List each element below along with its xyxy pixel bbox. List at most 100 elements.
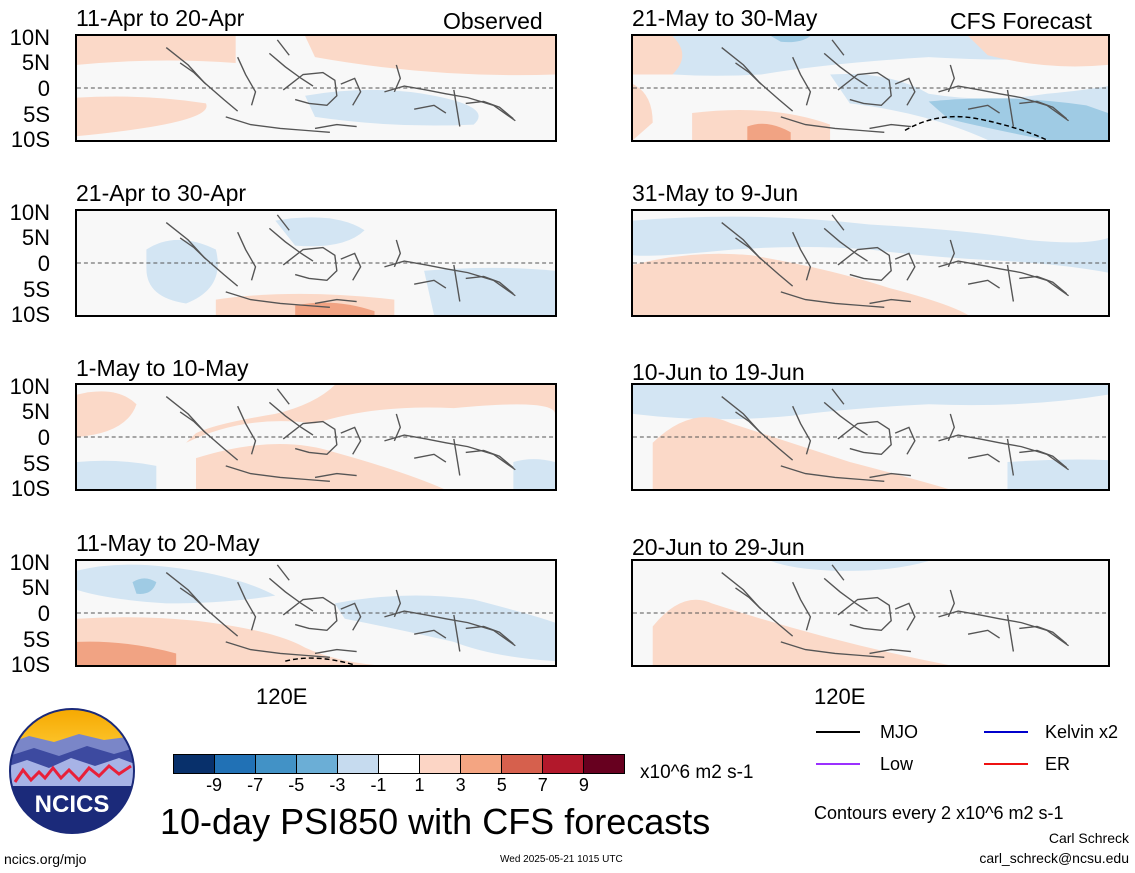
coastline bbox=[735, 237, 762, 260]
coastline bbox=[831, 39, 845, 56]
coastline bbox=[831, 388, 845, 405]
map-panel-right-3 bbox=[631, 383, 1110, 491]
y-tick-10s: 10S bbox=[10, 652, 50, 677]
coastline bbox=[967, 104, 1000, 114]
y-tick-5s: 5S bbox=[23, 277, 50, 302]
coastline bbox=[237, 581, 257, 631]
colorbar-tick-label: -1 bbox=[370, 775, 387, 795]
coastline bbox=[393, 239, 402, 268]
anomaly-region bbox=[770, 36, 811, 43]
coastline bbox=[735, 62, 762, 85]
coastline bbox=[780, 641, 885, 658]
colorbar-tick-label: 5 bbox=[496, 775, 507, 795]
anomaly-region bbox=[77, 641, 177, 665]
coastline bbox=[938, 260, 1069, 297]
anomaly-region bbox=[747, 123, 791, 140]
anomaly-region bbox=[305, 89, 479, 126]
coastline bbox=[165, 396, 239, 461]
y-tick-10n: 10N bbox=[9, 200, 50, 225]
y-tick-5s: 5S bbox=[23, 627, 50, 652]
coastline bbox=[340, 426, 362, 455]
anomaly-region bbox=[146, 239, 218, 304]
coastline bbox=[869, 472, 911, 479]
coastline bbox=[1006, 438, 1015, 476]
coastline bbox=[414, 453, 447, 463]
y-tick-10n: 10N bbox=[9, 25, 50, 50]
coastline bbox=[314, 298, 357, 305]
coastline bbox=[735, 411, 762, 434]
ncics-logo: NCICS bbox=[9, 708, 135, 834]
anomaly-region bbox=[633, 216, 1108, 273]
coastline bbox=[225, 641, 330, 658]
coastline bbox=[453, 264, 461, 302]
y-tick-10s: 10S bbox=[10, 476, 50, 501]
coastline bbox=[465, 100, 514, 120]
mjo-contour bbox=[285, 657, 355, 665]
coastline bbox=[1019, 625, 1068, 645]
coastline bbox=[1006, 264, 1015, 302]
anomaly-field bbox=[77, 214, 555, 315]
legend-line-er bbox=[984, 763, 1028, 765]
map-panel-left-1 bbox=[75, 34, 557, 142]
coastline bbox=[237, 231, 257, 281]
anomaly-region bbox=[633, 385, 1108, 420]
colorbar-cell bbox=[502, 755, 543, 773]
colorbar-cell bbox=[338, 755, 379, 773]
coastline bbox=[823, 227, 868, 262]
coastline bbox=[1019, 100, 1068, 120]
colorbar-units: x10^6 m2 s-1 bbox=[640, 762, 754, 783]
legend-label-er: ER bbox=[1045, 754, 1071, 774]
coastline bbox=[340, 602, 362, 631]
anomaly-region bbox=[424, 267, 555, 315]
coastline bbox=[967, 629, 1000, 639]
coastline bbox=[894, 426, 916, 455]
coastline bbox=[179, 237, 207, 260]
colorbar-tick-label: 9 bbox=[578, 775, 589, 795]
coastline bbox=[837, 420, 892, 456]
contours-note: Contours every 2 x10^6 m2 s-1 bbox=[814, 803, 1064, 823]
coastline bbox=[384, 434, 516, 471]
legend-line-low bbox=[816, 763, 860, 765]
chart-title: 10-day PSI850 with CFS forecasts bbox=[160, 801, 711, 842]
colorbar-cell bbox=[461, 755, 502, 773]
coastline bbox=[225, 291, 330, 308]
panel-title-left-1: 11-Apr to 20-Apr bbox=[76, 5, 245, 31]
colorbar-cell bbox=[420, 755, 461, 773]
anomaly-region bbox=[633, 253, 969, 315]
coastline bbox=[1006, 614, 1015, 652]
coastline bbox=[179, 62, 207, 85]
coastline bbox=[792, 231, 812, 281]
coastline bbox=[831, 564, 845, 581]
anomaly-field bbox=[633, 36, 1108, 140]
coastline bbox=[314, 648, 357, 655]
legend-line-kelvin bbox=[984, 731, 1028, 733]
coastline bbox=[276, 39, 290, 56]
site-link[interactable]: ncics.org/mjo bbox=[4, 851, 87, 867]
anomaly-region bbox=[77, 96, 207, 137]
anomaly-field bbox=[633, 214, 1108, 315]
map-panel-left-3 bbox=[75, 383, 557, 491]
coastline bbox=[414, 629, 447, 639]
coastline bbox=[1006, 89, 1015, 127]
coastline bbox=[947, 64, 955, 93]
coastline bbox=[276, 564, 290, 581]
legend-label-kelvin: Kelvin x2 bbox=[1045, 722, 1119, 742]
anomaly-field bbox=[633, 385, 1108, 489]
panel-title-left-2: 21-Apr to 30-Apr bbox=[76, 180, 247, 206]
colorbar-tick-label: -7 bbox=[247, 775, 264, 795]
colorbar-cell bbox=[256, 755, 297, 773]
coastline bbox=[869, 648, 911, 655]
colorbar-tick-label: -3 bbox=[329, 775, 346, 795]
legend-label-low: Low bbox=[880, 754, 914, 774]
colorbar bbox=[173, 754, 625, 774]
anomaly-region bbox=[77, 460, 157, 489]
anomaly-region bbox=[77, 391, 137, 437]
coastline bbox=[465, 625, 514, 645]
y-tick-5n: 5N bbox=[21, 399, 50, 424]
anomaly-region bbox=[770, 561, 929, 571]
coastline bbox=[340, 77, 362, 106]
colorbar-cell bbox=[379, 755, 420, 773]
coastline bbox=[314, 123, 357, 130]
coastline bbox=[823, 577, 868, 612]
coastline bbox=[393, 64, 402, 93]
